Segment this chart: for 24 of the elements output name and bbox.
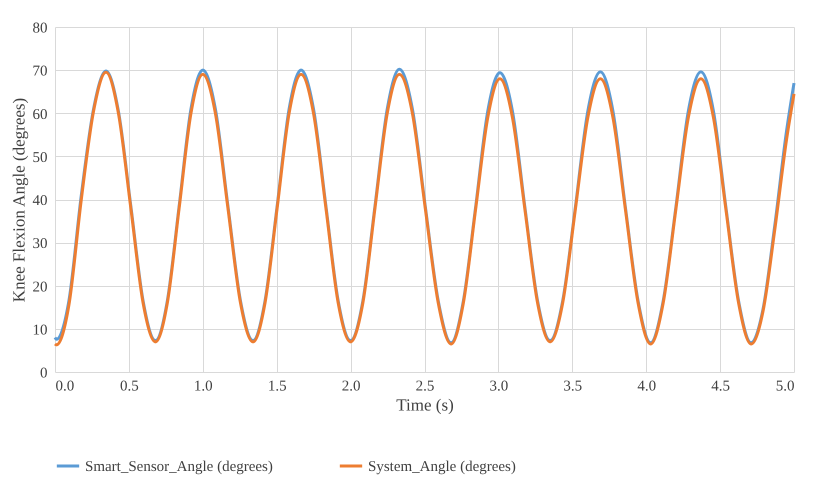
y-tick-label: 10 [32,322,48,338]
x-tick-label: 3.5 [563,378,582,394]
y-tick-label: 30 [32,236,48,252]
x-tick-label: 3.0 [490,378,508,394]
x-tick-label: 1.5 [268,378,287,394]
y-tick-label: 70 [32,64,48,80]
y-tick-label: 60 [32,106,48,123]
legend-label: System_Angle (degrees) [368,459,516,475]
y-tick-label: 0 [40,366,48,382]
y-tick-label: 20 [32,279,48,296]
y-tick-label: 80 [32,20,48,36]
x-axis-title: Time (s) [396,396,454,414]
legend-label: Smart_Sensor_Angle (degrees) [85,459,273,475]
x-tick-label: 4.0 [637,378,656,394]
y-tick-label: 40 [32,193,48,209]
x-tick-label: 1.0 [194,378,213,394]
x-tick-label: 2.0 [342,378,360,394]
x-tick-label: 2.5 [416,378,434,394]
x-tick-label: 5.0 [776,378,794,394]
x-tick-label: 0.0 [56,378,74,394]
x-tick-label: 0.5 [120,378,139,394]
y-tick-label: 50 [32,150,48,166]
y-axis-title: Knee Flexion Angle (degrees) [10,98,28,302]
x-tick-label: 4.5 [711,378,730,394]
